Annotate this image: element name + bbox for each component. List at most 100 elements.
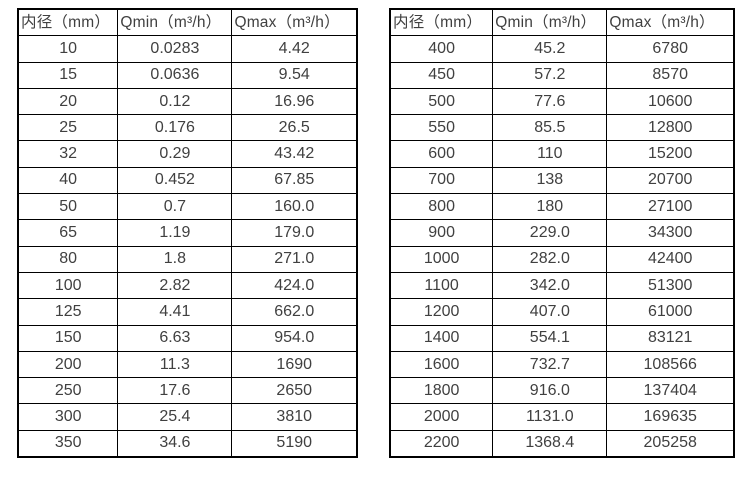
table-cell: 200 [17,350,119,379]
table-row: 200 11.3 1690 [17,350,358,379]
table-cell: 4.41 [117,298,233,326]
table-cell: 500 [389,87,494,116]
table-cell: 8570 [606,61,735,89]
table-cell: 67.85 [231,166,358,195]
table-cell: 662.0 [231,298,358,326]
table-cell: 1.19 [117,219,233,247]
table-cell: 80 [17,245,119,273]
table-row: 80 1.8 271.0 [17,245,358,273]
column-header-2: Qmax（m³/h） [606,8,735,37]
table-cell: 205258 [606,429,735,458]
table-row: 65 1.19 179.0 [17,219,358,247]
table-row: 1200 407.0 61000 [389,298,735,326]
table-cell: 61000 [606,298,735,326]
table-cell: 169635 [606,403,735,431]
table-cell: 300 [17,403,119,431]
table-cell: 342.0 [492,271,608,300]
table-row: 20 0.12 16.96 [17,87,358,116]
column-header-2: Qmax（m³/h） [231,8,358,37]
table-row: 2000 1131.0 169635 [389,403,735,431]
table-cell: 282.0 [492,245,608,273]
flow-table-large-diameters: 内径（mm） Qmin（m³/h） Qmax（m³/h） 400 45.2 6780 450… [389,8,735,459]
table-row: 25 0.176 26.5 [17,114,358,142]
table-row: 1100 342.0 51300 [389,271,735,300]
table-cell: 125 [17,298,119,326]
table-cell: 16.96 [231,87,358,116]
table-cell: 1690 [231,350,358,379]
table-cell: 108566 [606,350,735,379]
table-cell: 34300 [606,219,735,247]
table-cell: 150 [17,324,119,352]
column-header-0: 内径（mm） [389,8,494,37]
table-cell: 6780 [606,35,735,63]
column-header-1: Qmin（m³/h） [117,8,233,37]
table-cell: 179.0 [231,219,358,247]
table-row: 2200 1368.4 205258 [389,429,735,458]
table-row: 250 17.6 2650 [17,377,358,405]
table-cell: 1.8 [117,245,233,273]
table-cell: 0.0283 [117,35,233,63]
table-cell: 800 [389,193,494,221]
table-row: 700 138 20700 [389,166,735,195]
table-cell: 229.0 [492,219,608,247]
table-row: 150 6.63 954.0 [17,324,358,352]
table-cell: 20 [17,87,119,116]
table-cell: 9.54 [231,61,358,89]
table-cell: 15 [17,61,119,89]
table-cell: 2.82 [117,271,233,300]
table-cell: 954.0 [231,324,358,352]
table-cell: 1800 [389,377,494,405]
table-cell: 51300 [606,271,735,300]
table-row: 350 34.6 5190 [17,429,358,458]
header-row: 内径（mm） Qmin（m³/h） Qmax（m³/h） [389,8,735,37]
table-cell: 25.4 [117,403,233,431]
table-row: 400 45.2 6780 [389,35,735,63]
table-row: 100 2.82 424.0 [17,271,358,300]
table-row: 10 0.0283 4.42 [17,35,358,63]
table-cell: 0.29 [117,140,233,168]
column-header-0: 内径（mm） [17,8,119,37]
table-row: 1000 282.0 42400 [389,245,735,273]
column-header-1: Qmin（m³/h） [492,8,608,37]
table-cell: 271.0 [231,245,358,273]
table-cell: 15200 [606,140,735,168]
header-row: 内径（mm） Qmin（m³/h） Qmax（m³/h） [17,8,358,37]
table-cell: 85.5 [492,114,608,142]
table-cell: 3810 [231,403,358,431]
table-row: 550 85.5 12800 [389,114,735,142]
table-cell: 34.6 [117,429,233,458]
table-cell: 600 [389,140,494,168]
table-cell: 1368.4 [492,429,608,458]
table-row: 450 57.2 8570 [389,61,735,89]
table-cell: 250 [17,377,119,405]
table-cell: 6.63 [117,324,233,352]
table-cell: 916.0 [492,377,608,405]
table-row: 900 229.0 34300 [389,219,735,247]
table-cell: 1600 [389,350,494,379]
table-cell: 26.5 [231,114,358,142]
table-cell: 32 [17,140,119,168]
table-cell: 4.42 [231,35,358,63]
table-cell: 0.7 [117,193,233,221]
table-cell: 900 [389,219,494,247]
table-cell: 424.0 [231,271,358,300]
table-cell: 43.42 [231,140,358,168]
table-cell: 27100 [606,193,735,221]
table-cell: 10 [17,35,119,63]
table-cell: 5190 [231,429,358,458]
table-cell: 25 [17,114,119,142]
table-row: 50 0.7 160.0 [17,193,358,221]
table-cell: 407.0 [492,298,608,326]
table-cell: 138 [492,166,608,195]
table-cell: 1400 [389,324,494,352]
table-row: 40 0.452 67.85 [17,166,358,195]
table-row: 125 4.41 662.0 [17,298,358,326]
table-cell: 0.176 [117,114,233,142]
table-cell: 83121 [606,324,735,352]
table-cell: 0.0636 [117,61,233,89]
table-cell: 20700 [606,166,735,195]
table-cell: 1000 [389,245,494,273]
table-cell: 1200 [389,298,494,326]
table-cell: 40 [17,166,119,195]
table-cell: 1131.0 [492,403,608,431]
